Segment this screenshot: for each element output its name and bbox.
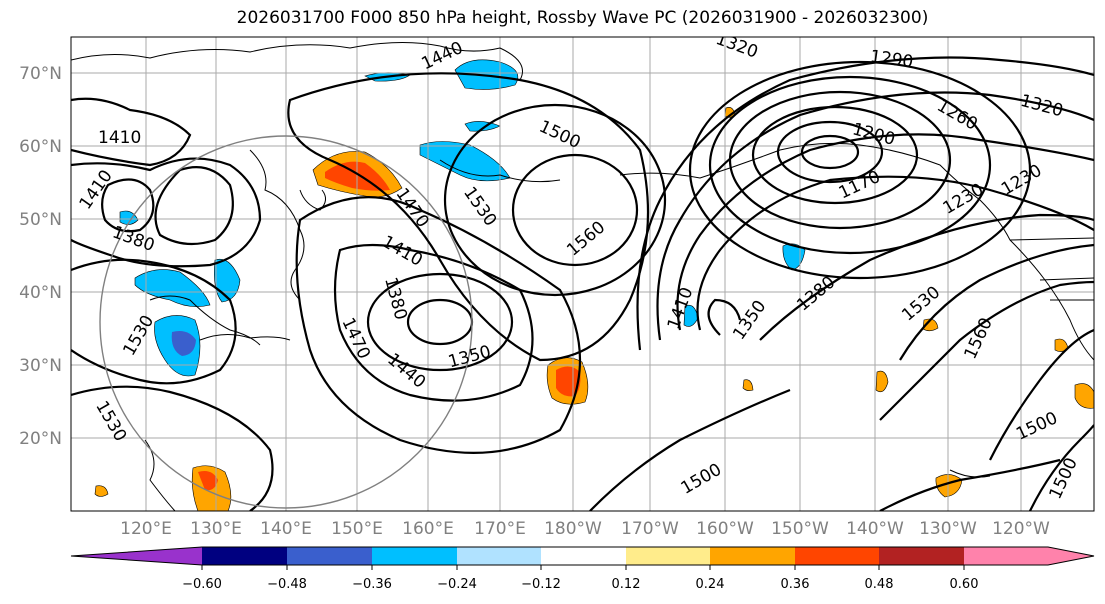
lon-label: 140°W: [846, 519, 904, 539]
lat-label: 30°N: [19, 356, 62, 376]
latitude-labels: 70°N 60°N 50°N 40°N 30°N 20°N: [19, 64, 62, 449]
reference-circle: [99, 135, 473, 509]
anomaly-blob: [171, 331, 196, 356]
map-area: 1440 1320 1290 1320 1410 1500 1260 1200 …: [71, 37, 1094, 511]
colorbar-segment: [287, 547, 372, 565]
lon-label: 130°W: [919, 519, 977, 539]
anomaly-blob: [556, 366, 581, 397]
lat-label: 70°N: [19, 64, 62, 84]
colorbar: −0.60 −0.48 −0.36 −0.24 −0.12 0.12 0.24 …: [70, 546, 1095, 592]
map-frame: [70, 36, 1095, 512]
colorbar-extend-right: [964, 547, 1094, 565]
colorbar-segment: [372, 547, 457, 565]
gridlines: [71, 37, 1094, 511]
lon-label: 140°E: [260, 519, 312, 539]
colorbar-tick-label: 0.12: [612, 577, 641, 592]
lon-label: 170°W: [621, 519, 679, 539]
lon-label: 150°E: [331, 519, 383, 539]
lat-label: 20°N: [19, 429, 62, 449]
colorbar-segment: [626, 547, 710, 565]
colorbar-extend-left: [71, 547, 202, 565]
anomaly-blob: [198, 471, 218, 491]
colorbar-tick-label: −0.48: [267, 577, 307, 592]
colorbar-segment: [795, 547, 879, 565]
colorbar-tick-label: −0.36: [352, 577, 392, 592]
height-contours: [71, 56, 1094, 511]
lat-label: 60°N: [19, 137, 62, 157]
anomaly-blob: [742, 379, 754, 391]
lat-label: 50°N: [19, 210, 62, 230]
colorbar-segment: [457, 547, 541, 565]
lon-label: 120°E: [120, 519, 172, 539]
anomaly-blob: [134, 269, 211, 307]
anomaly-blob: [94, 485, 109, 497]
colorbar-tick-label: 0.48: [865, 577, 894, 592]
colorbar-segment: [202, 547, 287, 565]
lon-label: 150°W: [771, 519, 829, 539]
colorbar-tick-label: −0.12: [521, 577, 561, 592]
map-title: 2026031700 F000 850 hPa height, Rossby W…: [236, 8, 929, 28]
lon-label: 180°W: [544, 519, 602, 539]
lat-label: 40°N: [19, 283, 62, 303]
anomaly-blob: [1074, 383, 1094, 409]
contour-label: 1410: [98, 128, 141, 148]
anomaly-blob: [875, 370, 889, 393]
lon-label: 130°E: [190, 519, 242, 539]
lon-label: 160°E: [402, 519, 454, 539]
longitude-labels: 120°E 130°E 140°E 150°E 160°E 170°E 180°…: [120, 519, 1050, 539]
colorbar-segment: [710, 547, 795, 565]
colorbar-segment: [541, 547, 626, 565]
colorbar-tick-label: 0.24: [696, 577, 725, 592]
colorbar-tick-label: 0.36: [781, 577, 810, 592]
lon-label: 120°W: [992, 519, 1050, 539]
colorbar-segment: [879, 547, 964, 565]
lon-label: 170°E: [474, 519, 526, 539]
colorbar-tick-label: 0.60: [950, 577, 979, 592]
colorbar-tick-label: −0.60: [182, 577, 222, 592]
colorbar-tick-label: −0.24: [437, 577, 477, 592]
lon-label: 160°W: [696, 519, 754, 539]
